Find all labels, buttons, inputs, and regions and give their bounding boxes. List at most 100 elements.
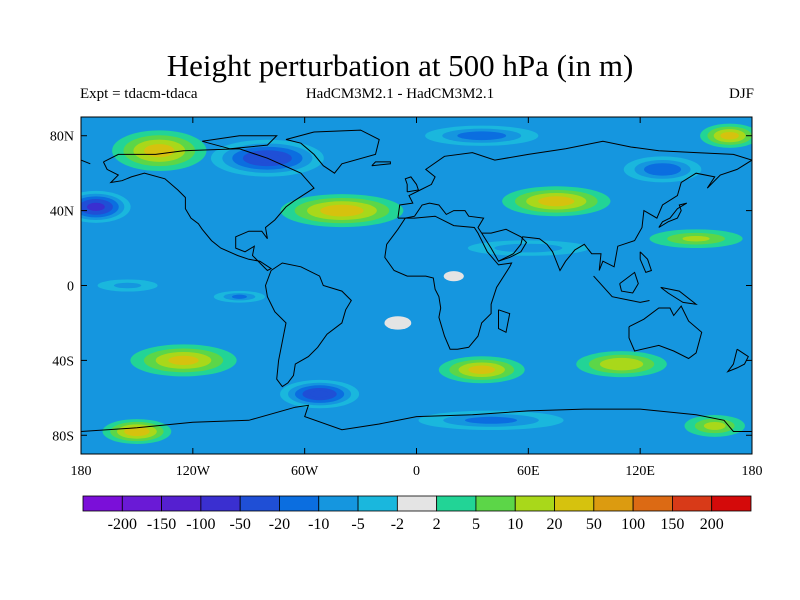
- y-tick-label: 0: [67, 280, 74, 295]
- colorbar-label: -200: [108, 516, 137, 533]
- x-axis: 180 120W 60W 0 60E 120E 180: [71, 117, 763, 479]
- coastline-segment: [285, 129, 380, 174]
- colorbar-label: -100: [186, 516, 215, 533]
- colorbar: -200 -150 -100 -50 -20 -10 -5 -2 2 5 10 20 50 100 150 2…: [82, 495, 752, 533]
- x-tick-label: 180: [742, 464, 763, 479]
- anomaly-3: [280, 194, 404, 228]
- contour-level: [706, 422, 724, 429]
- anomaly-9: [467, 240, 589, 256]
- x-tick-label: 180: [71, 464, 92, 479]
- contour-level: [232, 294, 247, 299]
- coastline-segment: [397, 159, 752, 272]
- x-tick-label: 0: [413, 464, 420, 479]
- contour-level: [652, 166, 673, 173]
- coastline-segment: [384, 215, 513, 350]
- anomaly-5: [502, 186, 611, 217]
- colorbar-label: 200: [700, 516, 724, 533]
- coastline-segment: [628, 305, 703, 360]
- coastline-segment: [102, 148, 315, 272]
- colorbar-swatch: [318, 495, 359, 512]
- anomaly-12: [130, 344, 237, 377]
- colorbar-swatch: [239, 495, 280, 512]
- anomaly-2: [112, 130, 207, 172]
- anomaly-7: [700, 123, 752, 148]
- x-tick-label: 120E: [625, 464, 655, 479]
- model-label: HadCM3M2.1 - HadCM3M2.1: [305, 86, 495, 102]
- x-tick-label: 60W: [291, 464, 319, 479]
- colorbar-swatch: [593, 495, 634, 512]
- contour-level: [384, 316, 412, 330]
- contour-level: [609, 360, 634, 368]
- colorbar-label: 100: [621, 516, 645, 533]
- contour-level: [509, 245, 547, 251]
- colorbar-swatch: [357, 495, 398, 512]
- anomaly-11: [213, 290, 266, 303]
- colorbar-label: -150: [147, 516, 176, 533]
- coastline-segment: [593, 275, 650, 303]
- colorbar-label: 50: [586, 516, 602, 533]
- contour-level: [470, 417, 512, 423]
- coastline-segment: [264, 262, 352, 388]
- contour-field: [81, 117, 752, 454]
- anomaly-6: [623, 156, 702, 183]
- anomaly-19: [384, 316, 412, 330]
- anomaly-4: [425, 125, 539, 146]
- chart-title: Height perturbation at 500 hPa (in m): [166, 48, 634, 83]
- anomaly-18: [684, 414, 745, 437]
- experiment-label: Expt = tdacm-tdaca: [80, 86, 198, 102]
- colorbar-swatch: [279, 495, 320, 512]
- season-label: DJF: [728, 86, 754, 102]
- colorbar-label: 2: [433, 516, 441, 533]
- colorbar-swatch: [82, 495, 123, 512]
- colorbar-swatch: [514, 495, 555, 512]
- colorbar-swatch: [475, 495, 516, 512]
- contour-level: [87, 203, 104, 211]
- coastline-segment: [81, 404, 752, 432]
- coastline-segment: [404, 176, 420, 193]
- coastline-segment: [619, 271, 639, 294]
- contour-level: [722, 132, 738, 139]
- anomaly-14: [438, 356, 525, 384]
- contour-level: [128, 428, 146, 435]
- colorbar-label: 20: [547, 516, 563, 533]
- contour-level: [310, 390, 329, 398]
- contour-level: [326, 206, 358, 215]
- anomaly-17: [102, 419, 172, 444]
- coastline-segment: [498, 309, 511, 334]
- x-tick-label: 60E: [517, 464, 540, 479]
- y-tick-label: 40N: [50, 205, 74, 220]
- coastline-segment: [660, 286, 698, 305]
- colorbar-swatch: [161, 495, 202, 512]
- anomaly-8: [649, 229, 743, 249]
- contour-level: [466, 133, 497, 139]
- coastline-segment: [639, 251, 653, 274]
- anomaly-20: [443, 271, 464, 282]
- contour-level: [117, 283, 138, 288]
- x-tick-label: 120W: [176, 464, 211, 479]
- coastline-segment: [397, 140, 752, 219]
- colorbar-swatch: [554, 495, 595, 512]
- coastline-segment: [371, 161, 391, 167]
- contour-level: [682, 235, 710, 242]
- colorbar-label: -10: [308, 516, 329, 533]
- contour-level: [170, 356, 197, 365]
- anomaly-10: [97, 279, 158, 292]
- colorbar-label: -50: [230, 516, 251, 533]
- colorbar-label: -5: [351, 516, 364, 533]
- contour-level: [443, 271, 464, 282]
- y-tick-label: 80N: [50, 130, 74, 145]
- coastline-segment: [81, 159, 91, 165]
- coastline-segment: [481, 228, 528, 262]
- colorbar-swatch: [672, 495, 713, 512]
- anomaly-13: [280, 379, 360, 409]
- coastline-segment: [202, 135, 278, 150]
- y-tick-label: 40S: [52, 354, 74, 369]
- coastline-segment: [726, 348, 749, 373]
- y-axis: 80N 40N 0 40S 80S: [50, 130, 752, 444]
- y-tick-label: 80S: [52, 429, 74, 444]
- colorbar-swatch: [121, 495, 162, 512]
- colorbar-swatch: [436, 495, 477, 512]
- contour-level: [471, 366, 493, 374]
- colorbar-label: -2: [391, 516, 404, 533]
